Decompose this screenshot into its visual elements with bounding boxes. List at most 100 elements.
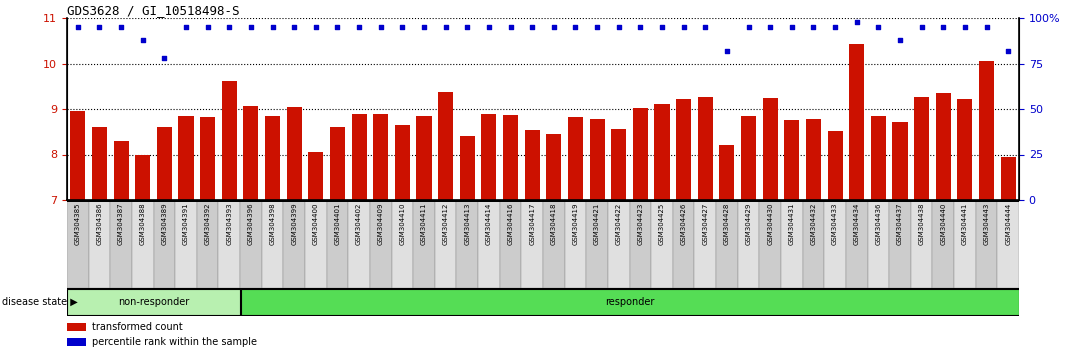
Text: percentile rank within the sample: percentile rank within the sample — [91, 337, 257, 347]
Text: GSM304440: GSM304440 — [940, 202, 946, 245]
Bar — [265, 116, 280, 200]
Point — [458, 24, 476, 30]
Point — [696, 24, 713, 30]
Bar — [867, 200, 889, 288]
Text: GSM304418: GSM304418 — [551, 202, 556, 245]
Text: GSM304428: GSM304428 — [724, 202, 730, 245]
Bar — [499, 200, 522, 288]
Point — [329, 24, 346, 30]
Bar — [349, 200, 370, 288]
Text: responder: responder — [605, 297, 654, 307]
Bar — [373, 114, 388, 200]
Text: GSM304444: GSM304444 — [1005, 202, 1011, 245]
Bar — [197, 200, 218, 288]
Point — [869, 24, 887, 30]
Bar — [827, 131, 843, 200]
Text: GSM304430: GSM304430 — [767, 202, 774, 245]
Bar — [222, 81, 237, 200]
Text: GSM304409: GSM304409 — [378, 202, 384, 245]
Point — [914, 24, 931, 30]
Point — [935, 24, 952, 30]
Bar — [720, 145, 735, 200]
Point — [524, 24, 541, 30]
Bar — [241, 290, 1019, 315]
Text: GSM304396: GSM304396 — [247, 202, 254, 245]
Text: GSM304417: GSM304417 — [529, 202, 535, 245]
Bar — [132, 200, 154, 288]
Bar — [997, 200, 1019, 288]
Text: GDS3628 / GI_10518498-S: GDS3628 / GI_10518498-S — [67, 4, 240, 17]
Bar — [416, 116, 431, 200]
Text: GSM304419: GSM304419 — [572, 202, 579, 245]
Text: GSM304413: GSM304413 — [464, 202, 470, 245]
Bar — [738, 200, 760, 288]
Bar — [936, 93, 951, 200]
Point — [589, 24, 606, 30]
Text: GSM304400: GSM304400 — [313, 202, 318, 245]
Bar — [849, 44, 864, 200]
Bar — [154, 200, 175, 288]
Text: GSM304421: GSM304421 — [594, 202, 600, 245]
Point — [156, 55, 173, 61]
Bar — [522, 200, 543, 288]
Point — [826, 24, 844, 30]
Bar — [352, 114, 367, 200]
Bar — [413, 200, 435, 288]
Point — [783, 24, 801, 30]
Bar — [543, 200, 565, 288]
Text: GSM304434: GSM304434 — [853, 202, 860, 245]
Point — [653, 24, 670, 30]
Bar — [697, 97, 712, 200]
Bar — [676, 99, 691, 200]
Bar — [915, 97, 930, 200]
Bar — [976, 200, 997, 288]
Bar — [958, 98, 973, 200]
Point — [264, 24, 281, 30]
Bar — [611, 130, 626, 200]
Point — [501, 24, 519, 30]
Text: GSM304437: GSM304437 — [897, 202, 903, 245]
Point — [90, 24, 108, 30]
Bar — [651, 200, 672, 288]
Point — [372, 24, 390, 30]
Text: GSM304414: GSM304414 — [486, 202, 492, 245]
Point — [199, 24, 216, 30]
Bar — [179, 116, 194, 200]
Bar — [910, 200, 933, 288]
Bar — [784, 120, 799, 200]
Bar — [547, 134, 562, 200]
Bar — [760, 200, 781, 288]
Bar — [502, 115, 519, 200]
Text: GSM304398: GSM304398 — [270, 202, 275, 245]
Text: GSM304393: GSM304393 — [226, 202, 232, 245]
Text: GSM304422: GSM304422 — [615, 202, 622, 245]
Bar — [218, 200, 240, 288]
Text: GSM304402: GSM304402 — [356, 202, 363, 245]
Point — [351, 24, 368, 30]
Bar — [136, 154, 151, 200]
Point — [719, 48, 736, 53]
Text: disease state ▶: disease state ▶ — [2, 297, 77, 307]
Bar — [114, 141, 129, 200]
Bar — [933, 200, 954, 288]
Text: GSM304432: GSM304432 — [810, 202, 817, 245]
Text: GSM304416: GSM304416 — [508, 202, 513, 245]
Text: GSM304388: GSM304388 — [140, 202, 145, 245]
Bar — [803, 200, 824, 288]
Bar — [370, 200, 392, 288]
Point — [134, 37, 152, 43]
Bar — [694, 200, 717, 288]
Text: GSM304391: GSM304391 — [183, 202, 189, 245]
Bar — [590, 119, 605, 200]
Point — [285, 24, 302, 30]
Bar — [438, 92, 453, 200]
Text: GSM304401: GSM304401 — [335, 202, 340, 245]
Bar — [67, 198, 1019, 202]
Bar — [889, 200, 910, 288]
Bar — [763, 98, 778, 200]
Point — [437, 24, 454, 30]
Point — [415, 24, 433, 30]
Text: GSM304399: GSM304399 — [292, 202, 297, 245]
Bar — [243, 106, 258, 200]
Point — [848, 19, 865, 24]
